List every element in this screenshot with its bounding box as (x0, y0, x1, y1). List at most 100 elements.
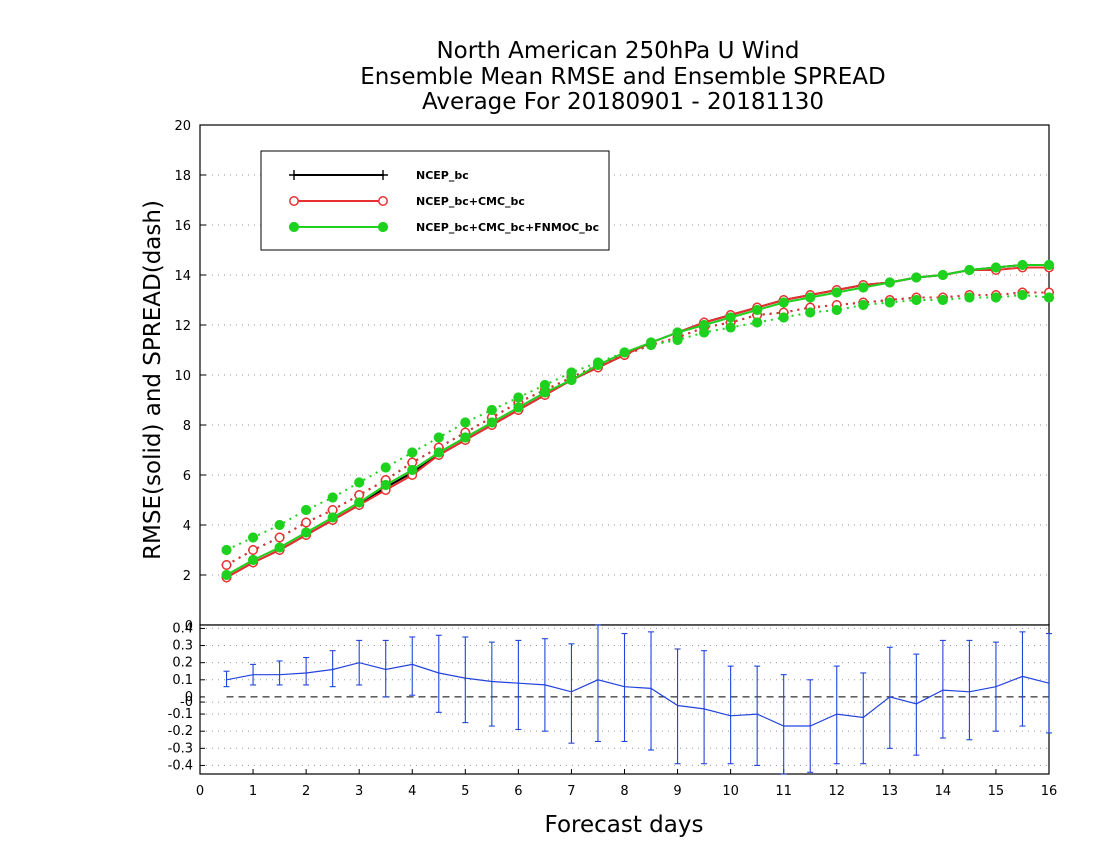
data-point (513, 402, 524, 413)
series-line-4 (226, 291, 1049, 566)
lower-y-tick-label: -0.1 (168, 707, 193, 722)
data-point (486, 404, 497, 416)
x-tick-label: 5 (461, 784, 469, 799)
y-axis-title: RMSE(solid) and SPREAD(dash) (140, 200, 166, 560)
title-line-1: North American 250hPa U Wind (436, 38, 799, 64)
data-point (752, 304, 763, 316)
data-point (486, 417, 497, 428)
data-point (221, 544, 232, 556)
data-point (248, 545, 259, 555)
legend-marker (289, 170, 299, 180)
data-point (884, 277, 895, 288)
data-point (327, 492, 338, 503)
data-point (1043, 292, 1055, 303)
legend-marker (378, 170, 388, 180)
lower-y-tick-label: 0 (185, 690, 193, 705)
upper-y-tick-label: 20 (174, 119, 191, 134)
data-point (937, 294, 948, 306)
data-point (725, 312, 736, 323)
upper-y-tick-label: 8 (183, 419, 191, 434)
chart-title: North American 250hPa U Wind Ensemble Me… (360, 38, 885, 115)
upper-y-tick-label: 4 (183, 519, 191, 534)
data-point (513, 392, 524, 403)
data-point (672, 327, 683, 338)
data-point (990, 262, 1002, 273)
legend-marker (377, 221, 389, 233)
data-point (221, 569, 232, 581)
data-point (247, 554, 259, 566)
data-point (937, 269, 948, 281)
x-tick-label: 9 (673, 784, 681, 799)
legend: NCEP_bc NCEP_bc+CMC_bc NCEP_bc+CMC_bc+FNMO… (260, 150, 610, 251)
data-point (327, 512, 338, 523)
x-tick-label: 12 (828, 784, 845, 799)
upper-y-tick-label: 2 (183, 569, 191, 584)
upper-y-tick-label: 12 (174, 319, 191, 334)
data-point (964, 292, 975, 303)
x-tick-label: 10 (722, 784, 739, 799)
lower-y-tick-label: 0.1 (172, 673, 193, 688)
data-point (911, 272, 922, 283)
x-tick-label: 7 (567, 784, 575, 799)
data-point (433, 432, 444, 443)
data-point (778, 312, 789, 323)
data-point (645, 337, 657, 348)
title-line-2: Ensemble Mean RMSE and Ensemble SPREAD (360, 64, 885, 90)
data-point (619, 347, 630, 358)
x-tick-label: 13 (882, 784, 899, 799)
data-point (221, 560, 232, 570)
x-tick-label: 2 (302, 784, 310, 799)
x-tick-label: 14 (935, 784, 952, 799)
upper-y-tick-label: 10 (174, 369, 191, 384)
data-point (858, 282, 869, 293)
data-point (725, 322, 736, 333)
data-point (460, 432, 471, 443)
data-point (805, 307, 816, 318)
x-tick-label: 16 (1041, 784, 1058, 799)
data-point (301, 517, 312, 528)
data-point (566, 374, 577, 386)
upper-y-tick-label: 14 (174, 269, 191, 284)
data-point (247, 532, 259, 543)
data-point (354, 497, 365, 508)
legend-label: NCEP_bc+CMC_bc (416, 195, 525, 208)
data-point (752, 317, 763, 328)
legend-marker (289, 196, 299, 206)
data-point (778, 297, 789, 308)
data-point (380, 462, 391, 473)
x-tick-label: 3 (355, 784, 363, 799)
data-point (433, 447, 444, 458)
data-point (301, 504, 312, 516)
data-point (354, 477, 365, 488)
x-tick-label: 6 (514, 784, 522, 799)
data-point (539, 387, 551, 398)
lower-y-tick-label: 0.4 (172, 621, 193, 636)
legend-label: NCEP_bc (416, 169, 469, 182)
data-point (592, 359, 604, 371)
data-point (380, 479, 391, 491)
upper-y-tick-label: 6 (183, 469, 191, 484)
difference-line (226, 662, 1050, 727)
data-point (964, 264, 975, 276)
lower-y-tick-label: -0.3 (168, 741, 193, 756)
x-tick-label: 0 (196, 784, 204, 799)
rmse-spread-panel: 2 4 6 8 10 12 14 16 18 20 (174, 119, 1055, 626)
data-point (858, 299, 869, 311)
x-tick-label: 11 (775, 784, 792, 799)
legend-marker (288, 221, 300, 233)
data-point (1043, 259, 1055, 271)
data-point (911, 294, 922, 306)
data-point (407, 464, 418, 476)
legend-marker (378, 196, 388, 206)
x-tick-label: 1 (249, 784, 257, 799)
x-tick-label: 8 (620, 784, 628, 799)
data-point (805, 292, 816, 303)
x-tick-label: 4 (408, 784, 416, 799)
data-point (831, 287, 842, 298)
lower-y-tick-label: -0.2 (168, 724, 193, 739)
upper-y-tick-label: 18 (174, 169, 191, 184)
difference-panel: -0.4-0.3-0.2-0.1-000.10.20.30.400 1 2 3 4 5 6 7… (168, 619, 1058, 799)
legend-label: NCEP_bc+CMC_bc+FNMOC_bc (416, 221, 599, 234)
data-point (1017, 289, 1028, 301)
